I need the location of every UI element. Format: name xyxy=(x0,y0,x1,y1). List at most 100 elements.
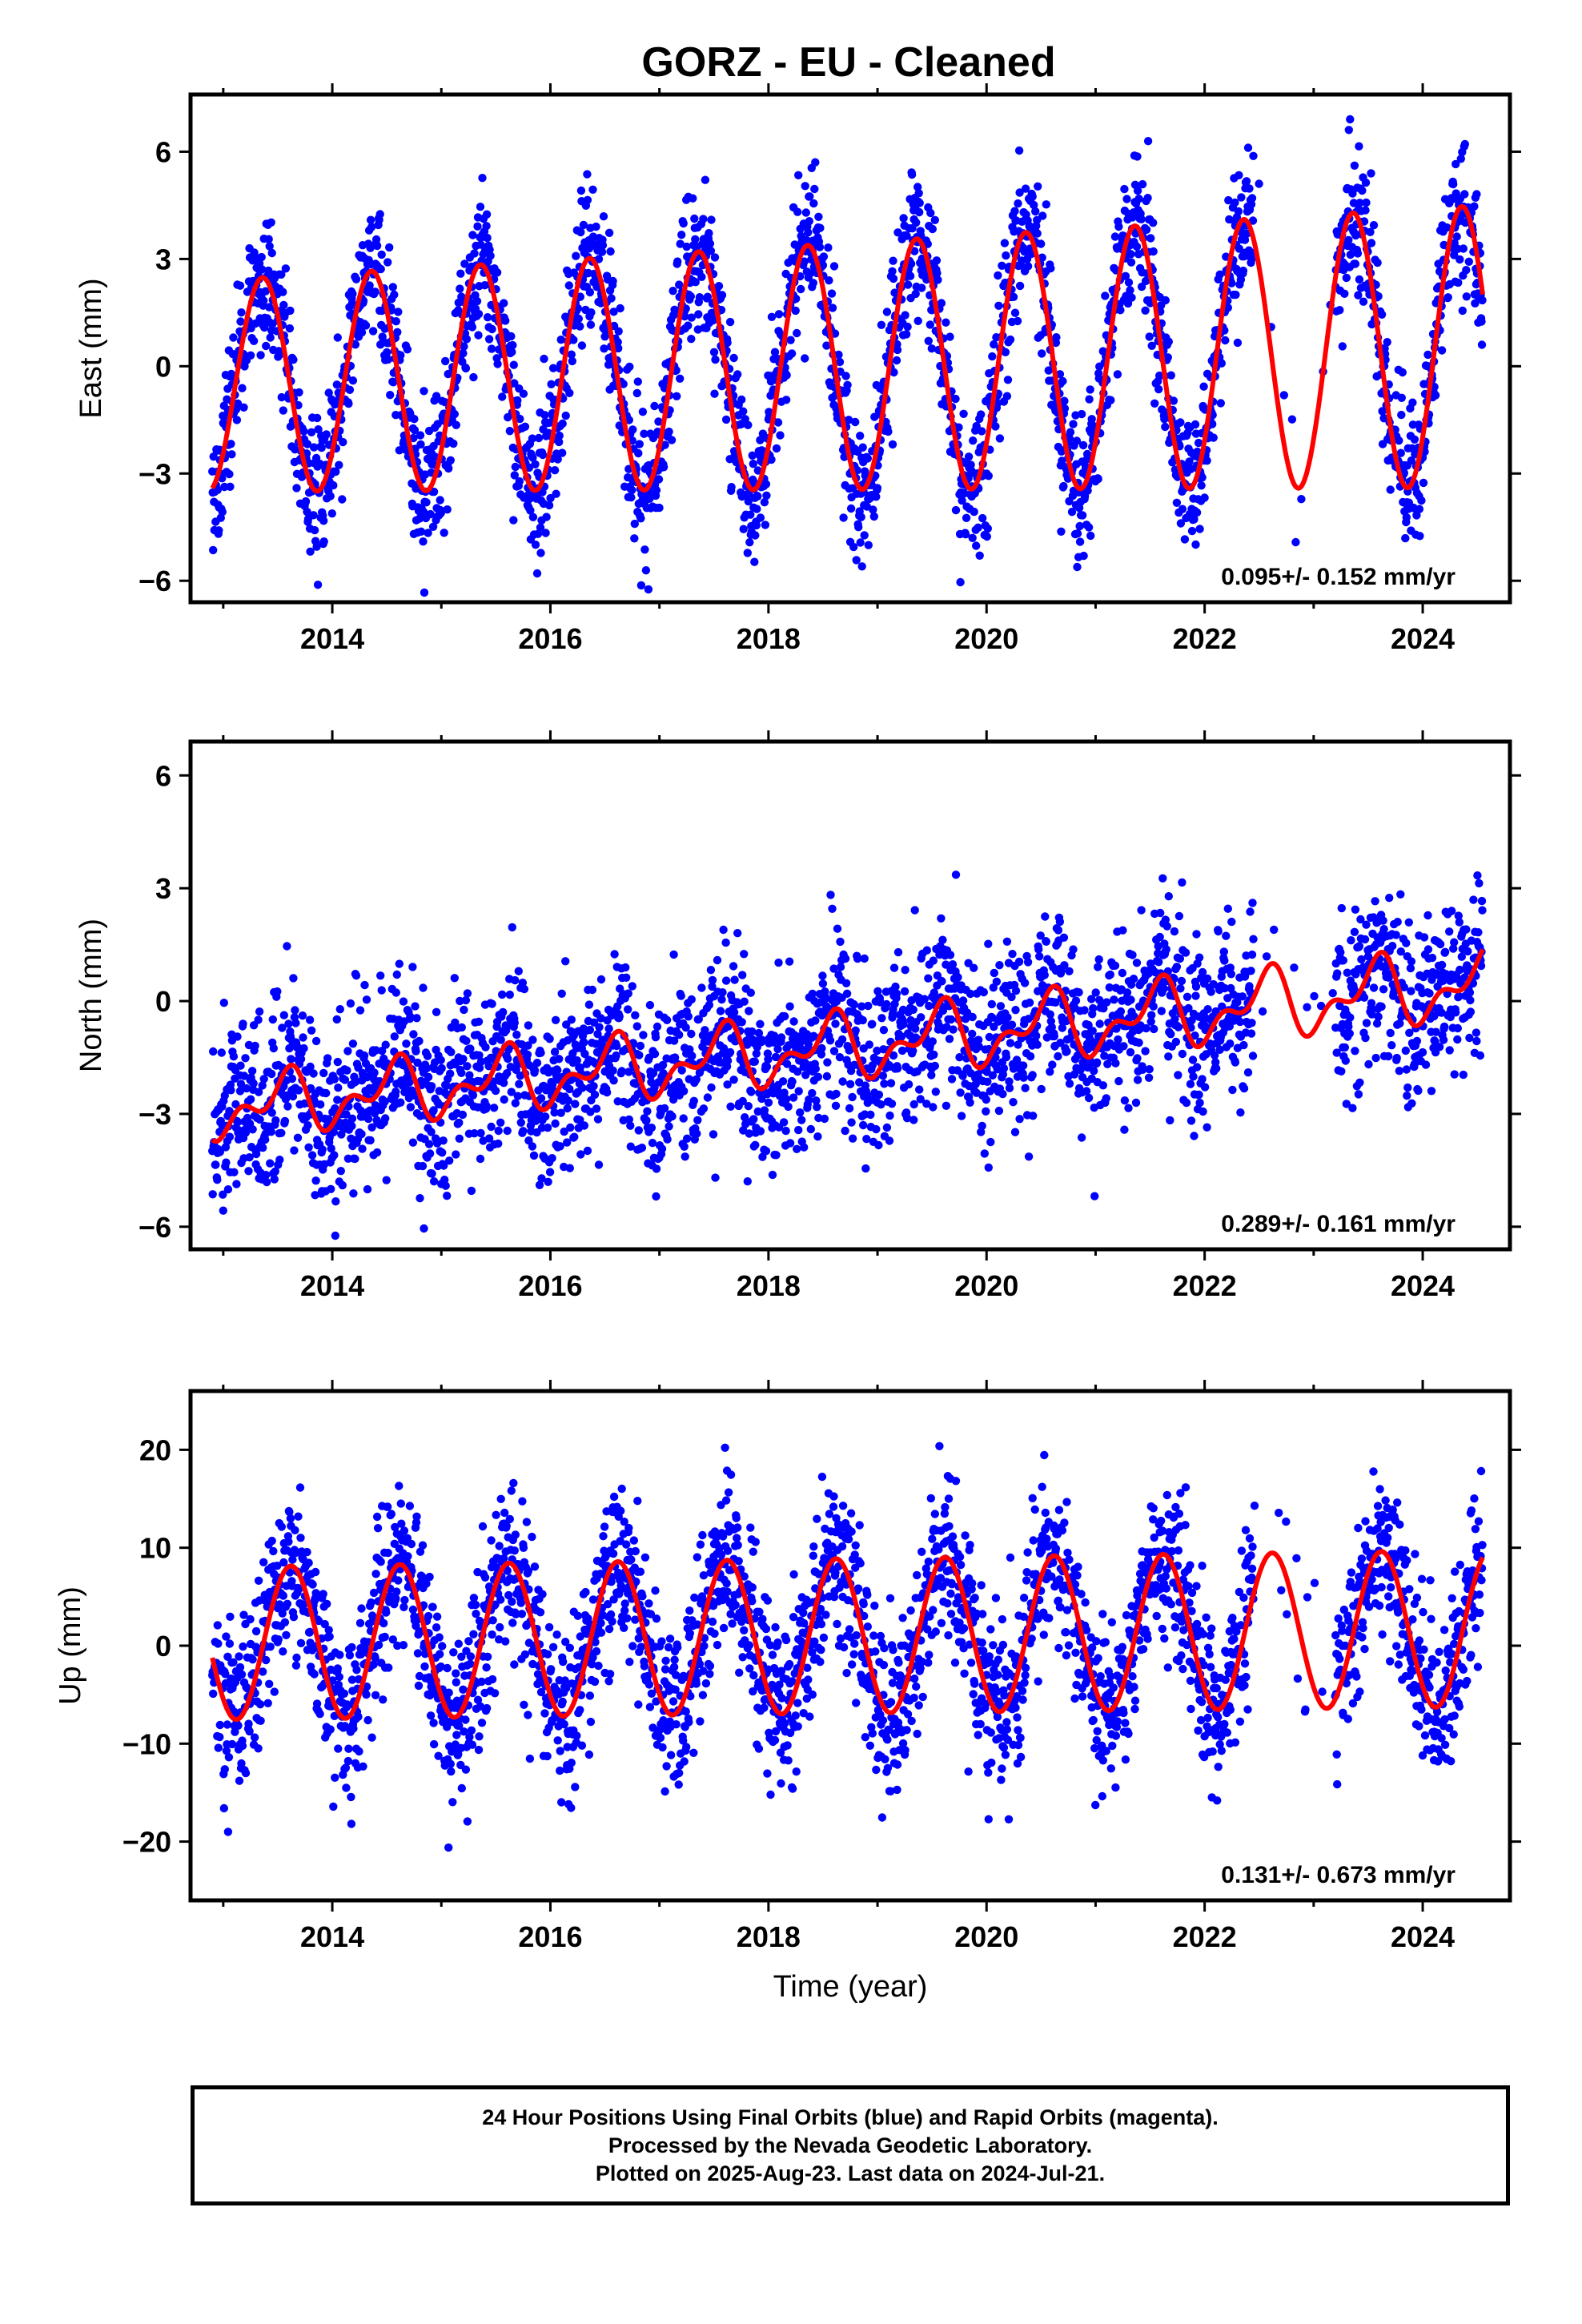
data-point xyxy=(322,1088,331,1098)
data-point xyxy=(1024,1152,1034,1161)
data-point xyxy=(469,372,478,382)
data-point xyxy=(846,504,856,513)
data-point xyxy=(1059,481,1068,491)
data-point xyxy=(769,1031,779,1040)
data-point xyxy=(651,1033,661,1042)
data-point xyxy=(655,503,664,513)
data-point xyxy=(1419,478,1428,488)
data-point xyxy=(458,1110,468,1120)
data-point xyxy=(542,513,551,521)
data-point xyxy=(915,199,924,207)
data-point xyxy=(279,406,287,415)
data-point xyxy=(822,1072,832,1081)
data-point xyxy=(897,1032,906,1041)
data-point xyxy=(1129,975,1138,983)
data-point xyxy=(446,456,455,464)
data-point xyxy=(288,1092,298,1101)
data-point xyxy=(1079,551,1088,561)
data-point xyxy=(579,220,588,230)
data-point xyxy=(751,531,760,540)
data-point xyxy=(812,1096,821,1105)
data-point xyxy=(853,954,862,963)
x-tick-label: 2018 xyxy=(737,622,801,655)
data-point xyxy=(1133,186,1142,195)
data-point xyxy=(613,1097,622,1106)
data-point xyxy=(901,330,911,339)
data-point xyxy=(1471,299,1480,308)
data-point xyxy=(756,513,765,522)
data-point xyxy=(1048,1060,1057,1069)
data-point xyxy=(745,1129,753,1138)
data-point xyxy=(1203,456,1211,465)
data-point xyxy=(930,1061,940,1071)
data-point xyxy=(1460,139,1470,149)
data-point xyxy=(370,1108,379,1118)
data-point xyxy=(596,1014,605,1023)
data-point xyxy=(1132,242,1142,251)
data-point xyxy=(614,327,623,336)
data-point xyxy=(599,212,608,221)
data-point xyxy=(1141,306,1150,315)
data-point xyxy=(694,310,703,319)
data-point xyxy=(721,415,731,424)
data-point xyxy=(266,1159,275,1168)
data-point xyxy=(283,1102,292,1111)
data-point xyxy=(307,1026,316,1035)
data-point xyxy=(1000,239,1010,247)
data-point xyxy=(1035,952,1044,961)
data-point xyxy=(489,1077,498,1086)
data-point xyxy=(1122,988,1132,997)
data-point xyxy=(1080,1006,1089,1015)
data-point xyxy=(1015,1115,1024,1124)
data-point xyxy=(1077,1133,1086,1142)
data-point xyxy=(970,507,978,517)
data-point xyxy=(1046,1010,1055,1019)
data-point xyxy=(360,980,369,990)
data-point xyxy=(273,987,282,996)
data-point xyxy=(1055,917,1065,927)
data-point xyxy=(588,185,597,194)
data-point xyxy=(531,460,540,468)
data-point xyxy=(1127,293,1136,302)
data-point xyxy=(809,199,818,208)
data-point xyxy=(1133,152,1142,161)
data-point xyxy=(1247,194,1257,203)
data-point xyxy=(1106,396,1115,404)
data-point xyxy=(1346,250,1355,259)
data-point xyxy=(460,259,469,268)
data-point xyxy=(593,1115,603,1124)
data-point xyxy=(1472,190,1481,199)
data-point xyxy=(513,1092,522,1100)
data-point xyxy=(706,966,716,975)
data-point xyxy=(767,312,777,321)
data-point xyxy=(515,476,524,486)
data-point xyxy=(876,998,885,1007)
data-point xyxy=(277,1128,286,1138)
data-point xyxy=(1195,525,1204,533)
data-point xyxy=(372,1148,382,1157)
data-point xyxy=(665,1122,673,1131)
data-point xyxy=(550,1108,559,1117)
data-point xyxy=(463,1062,472,1071)
data-point xyxy=(737,1018,746,1027)
data-point xyxy=(933,268,942,278)
data-point xyxy=(868,1061,877,1070)
data-point xyxy=(927,1071,936,1080)
data-point xyxy=(1338,342,1347,351)
data-point xyxy=(849,1000,858,1009)
data-point xyxy=(513,396,522,405)
data-point xyxy=(569,336,578,344)
data-point xyxy=(1010,1128,1020,1136)
data-point xyxy=(873,987,882,996)
data-point xyxy=(658,1060,668,1070)
data-point xyxy=(869,512,879,521)
data-point xyxy=(556,1108,565,1117)
data-point xyxy=(1197,481,1206,490)
data-point xyxy=(1279,391,1289,400)
data-point xyxy=(910,906,919,915)
data-point xyxy=(1142,225,1151,234)
data-point xyxy=(561,411,570,420)
data-point xyxy=(443,1192,452,1200)
data-point xyxy=(510,471,519,480)
data-point xyxy=(391,317,400,326)
